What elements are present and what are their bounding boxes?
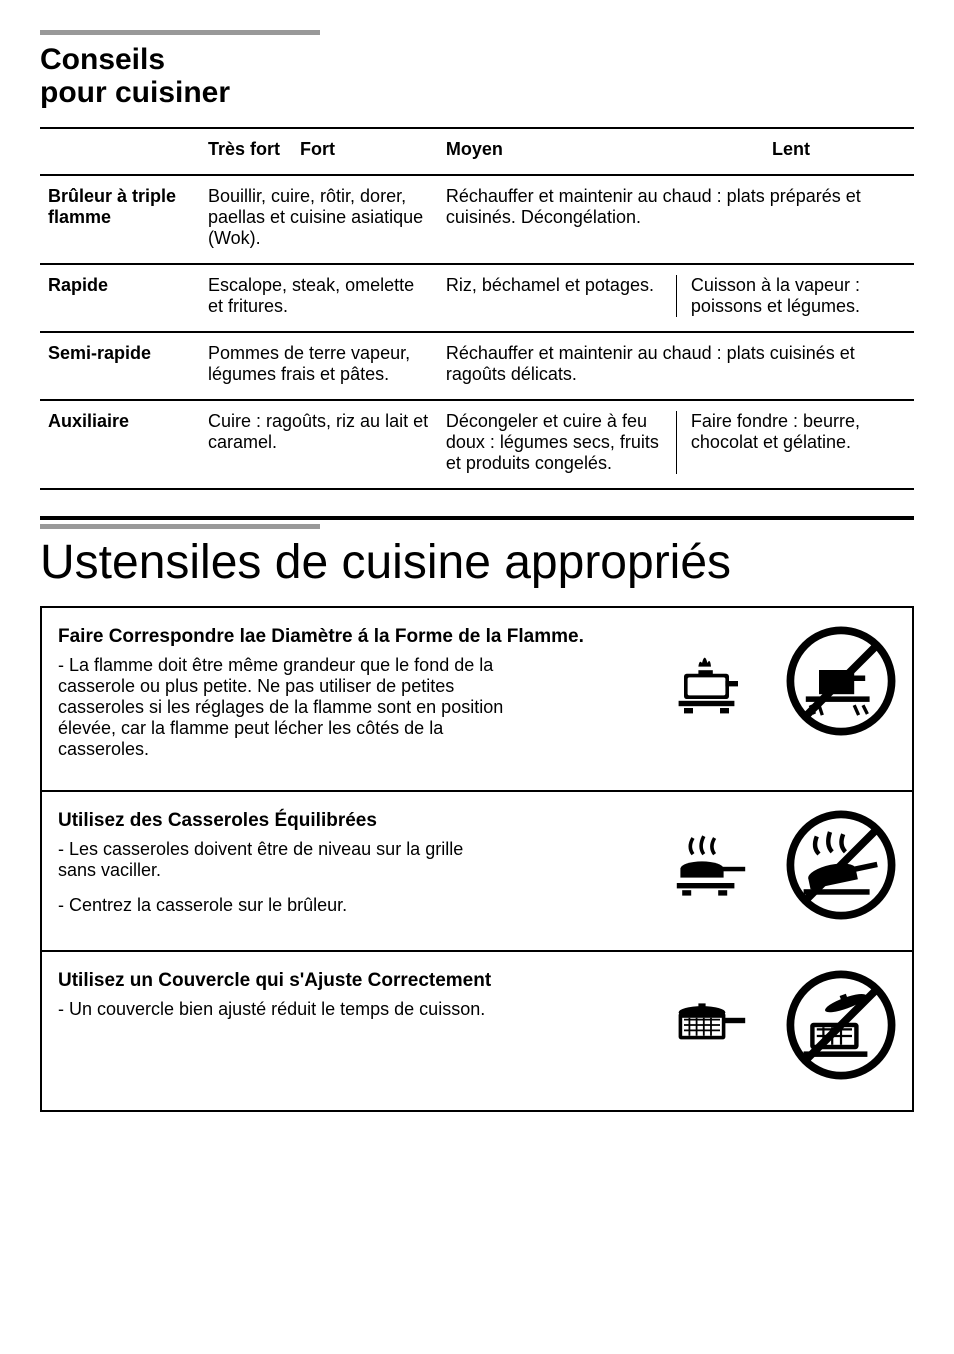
table-row: Brûleur à triple flamme Bouillir, cuire,… (40, 175, 914, 264)
tips-box: Faire Correspondre lae Diamètre á la For… (40, 606, 914, 1112)
divider (40, 516, 914, 520)
no-lid-off-icon (786, 970, 896, 1080)
cell-low: Décongeler et cuire à feu doux : légumes… (438, 400, 914, 489)
hdr-tresfort: Très fort (208, 139, 280, 159)
table-body: Brûleur à triple flamme Bouillir, cuire,… (40, 175, 914, 489)
cell-lent: Faire fondre : beurre, chocolat et gélat… (691, 411, 860, 452)
tip-body2: - Centrez la casserole sur le brûleur. (58, 895, 654, 916)
tip-icons (666, 810, 896, 920)
row-label: Auxiliaire (40, 400, 200, 489)
pan-steam-level-icon (666, 820, 756, 910)
cell-low: Réchauffer et maintenir au chaud : plats… (438, 332, 914, 400)
tip-text: Faire Correspondre lae Diamètre á la For… (58, 626, 666, 760)
row-label: Brûleur à triple flamme (40, 175, 200, 264)
col-moyen-lent: Moyen Lent (438, 128, 914, 175)
tip-body: - Les casseroles doivent être de niveau … (58, 839, 498, 881)
pot-with-lid-icon (666, 980, 756, 1070)
row-label: Semi-rapide (40, 332, 200, 400)
cell-low: Riz, béchamel et potages. Cuisson à la v… (438, 264, 914, 332)
table-row: Auxiliaire Cuire : ragoûts, riz au lait … (40, 400, 914, 489)
tip-heading: Utilisez un Couvercle qui s'Ajuste Corre… (58, 970, 654, 993)
col-tresfort-fort: Très fort Fort (200, 128, 438, 175)
pot-flame-correct-icon (666, 636, 756, 726)
no-tilted-pan-icon (786, 810, 896, 920)
section-rule (40, 524, 320, 529)
section-rule (40, 30, 320, 35)
cell-lent: Cuisson à la vapeur : poissons et légume… (691, 275, 860, 316)
cooking-tips-table: Très fort Fort Moyen Lent Brûleur à trip… (40, 127, 914, 490)
tip-heading: Utilisez des Casseroles Équilibrées (58, 810, 654, 833)
tip-text: Utilisez des Casseroles Équilibrées - Le… (58, 810, 666, 916)
cell-low: Réchauffer et maintenir au chaud : plats… (438, 175, 914, 264)
hdr-moyen: Moyen (446, 139, 503, 159)
tip-row: Utilisez des Casseroles Équilibrées - Le… (42, 792, 912, 952)
row-label: Rapide (40, 264, 200, 332)
hdr-fort: Fort (300, 139, 335, 159)
cell-moyen: Riz, béchamel et potages. (446, 275, 654, 295)
no-small-pot-icon (786, 626, 896, 736)
table-row: Rapide Escalope, steak, omelette et frit… (40, 264, 914, 332)
cell-moyen: Réchauffer et maintenir au chaud : plats… (446, 343, 855, 384)
cell-moyen: Réchauffer et maintenir au chaud : plats… (446, 186, 861, 227)
tip-body: - Un couvercle bien ajusté réduit le tem… (58, 999, 498, 1020)
tip-icons (666, 626, 896, 736)
tip-icons (666, 970, 896, 1080)
tip-row: Faire Correspondre lae Diamètre á la For… (42, 608, 912, 792)
cell-high: Pommes de terre vapeur, légumes frais et… (200, 332, 438, 400)
hdr-lent: Lent (772, 139, 810, 159)
tip-row: Utilisez un Couvercle qui s'Ajuste Corre… (42, 952, 912, 1110)
cell-moyen: Décongeler et cuire à feu doux : légumes… (446, 411, 659, 473)
cell-high: Escalope, steak, omelette et fritures. (200, 264, 438, 332)
cell-high: Cuire : ragoûts, riz au lait et caramel. (200, 400, 438, 489)
col-blank (40, 128, 200, 175)
tip-heading: Faire Correspondre lae Diamètre á la For… (58, 626, 654, 649)
tip-body: - La flamme doit être même grandeur que … (58, 655, 538, 760)
page-title: Conseilspour cuisiner (40, 43, 914, 109)
tip-text: Utilisez un Couvercle qui s'Ajuste Corre… (58, 970, 666, 1020)
title-line1: Conseilspour cuisiner (40, 43, 230, 109)
cell-high: Bouillir, cuire, rôtir, dorer, paellas e… (200, 175, 438, 264)
section2-title: Ustensiles de cuisine appropriés (40, 535, 914, 590)
table-row: Semi-rapide Pommes de terre vapeur, légu… (40, 332, 914, 400)
